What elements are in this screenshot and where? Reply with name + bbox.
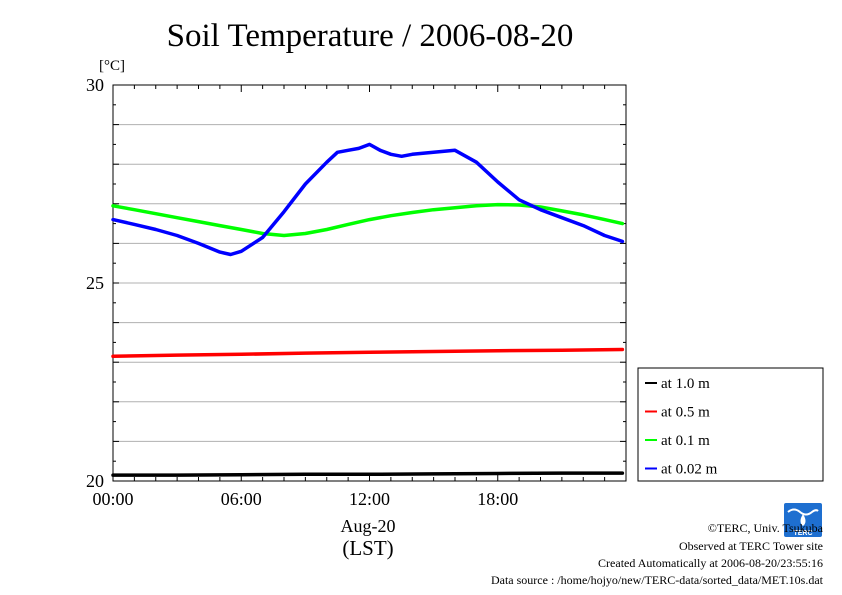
legend-label: at 0.02 m <box>661 462 718 478</box>
grid-lines <box>113 124 626 442</box>
x-axis-label: (LST) <box>342 536 393 560</box>
y-axis-unit-label: [°C] <box>99 58 125 74</box>
logo-text: TERC <box>793 530 812 537</box>
axis-ticks <box>112 84 627 482</box>
created-at-text: Created Automatically at 2006-08-20/23:5… <box>598 556 823 570</box>
x-tick-label: 12:00 <box>349 489 390 509</box>
x-tick-label: 00:00 <box>92 489 133 509</box>
y-tick-label: 30 <box>86 75 104 95</box>
y-tick-labels: 20 25 30 <box>86 75 104 491</box>
wave-icon <box>787 508 819 516</box>
legend-label: at 0.5 m <box>661 405 710 421</box>
y-tick-label: 25 <box>86 273 104 293</box>
data-source-text: Data source : /home/hojyo/new/TERC-data/… <box>491 573 824 587</box>
y-tick-label: 20 <box>86 471 104 491</box>
terc-logo: TERC <box>784 503 822 537</box>
data-series <box>111 142 625 477</box>
series-line-at-0-1-m <box>111 202 625 238</box>
legend-box <box>637 367 824 482</box>
chart-title: Soil Temperature / 2006-08-20 <box>167 18 574 54</box>
x-axis-date-label: Aug-20 <box>341 516 396 536</box>
series-line-at-1-0-m <box>111 471 625 477</box>
series-line-at-0-5-m <box>111 347 625 359</box>
copyright-text: ©TERC, Univ. Tsukuba <box>708 521 824 535</box>
series-line-at-0-02-m <box>111 142 625 257</box>
legend: at 1.0 m at 0.5 m at 0.1 m at 0.02 m <box>637 367 824 482</box>
legend-label: at 1.0 m <box>661 376 710 392</box>
observed-at-text: Observed at TERC Tower site <box>679 539 823 553</box>
legend-label: at 0.1 m <box>661 433 710 449</box>
x-tick-label: 06:00 <box>221 489 262 509</box>
water-drop-icon <box>800 514 806 526</box>
x-tick-labels: 00:00 06:00 12:00 18:00 <box>92 489 518 509</box>
x-tick-label: 18:00 <box>477 489 518 509</box>
